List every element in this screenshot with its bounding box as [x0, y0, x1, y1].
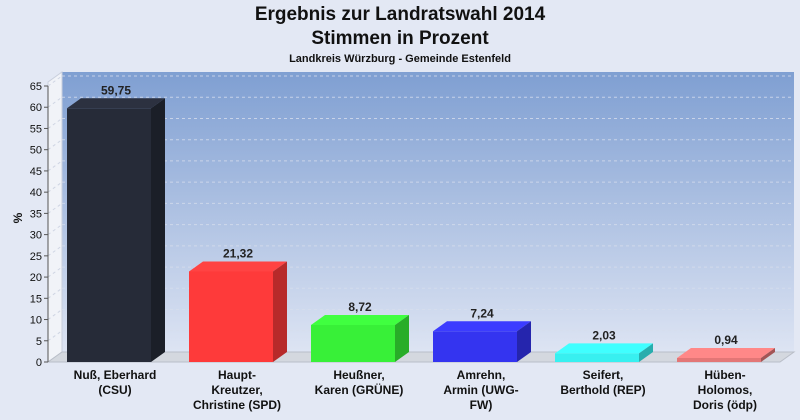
bar	[311, 314, 409, 362]
x-tick-label-line: Berthold (REP)	[560, 383, 646, 397]
y-tick-label: 5	[36, 336, 42, 348]
x-tick-label-line: FW)	[469, 398, 493, 412]
x-tick-label-line: Nuß, Eberhard	[73, 368, 157, 382]
bar	[433, 321, 531, 362]
x-tick-label: Haupt- Kreutzer, Christine (SPD)	[181, 368, 293, 413]
y-tick-label: 60	[30, 102, 42, 114]
x-tick-label-line: Kreutzer,	[211, 383, 263, 397]
x-tick-label-line: Christine (SPD)	[192, 398, 281, 412]
y-tick-label: 65	[30, 81, 42, 93]
y-tick-label: 10	[30, 315, 42, 327]
y-tick-label: 15	[30, 293, 42, 305]
chart-caption: Landkreis Würzburg - Gemeinde Estenfeld	[289, 53, 511, 65]
y-tick-label: 50	[30, 145, 42, 157]
gridlines	[47, 75, 794, 342]
value-label: 0,94	[714, 333, 738, 347]
x-tick-label: Amrehn, Armin (UWG- FW)	[425, 368, 537, 413]
x-tick-label: Heußner, Karen (GRÜNE)	[303, 368, 415, 398]
x-tick-label-line: (CSU)	[98, 383, 132, 397]
value-label: 59,75	[101, 83, 131, 97]
y-axis: 0 5 10 15 20 25 30 35 40 45 50 55 60 65	[30, 81, 49, 369]
value-labels: 59,75 21,32 8,72 7,24 2,03 0,94	[101, 83, 738, 347]
x-tick-label-line: Seifert,	[582, 368, 624, 382]
x-tick-label-line: Haupt-	[218, 368, 256, 382]
bar	[555, 343, 653, 362]
bar	[189, 261, 287, 362]
chart-title: Ergebnis zur Landratswahl 2014	[254, 4, 546, 25]
x-tick-label-line: Doris (ödp)	[693, 398, 757, 412]
value-label: 2,03	[592, 328, 616, 342]
value-label: 8,72	[348, 300, 372, 314]
y-tick-label: 55	[30, 123, 42, 135]
y-tick-label: 40	[30, 187, 42, 199]
y-tick-label: 45	[30, 166, 42, 178]
x-tick-label-line: Heußner,	[333, 368, 385, 382]
y-tick-label: 20	[30, 272, 42, 284]
bar	[677, 348, 775, 362]
x-tick-label-line: Holomos,	[697, 383, 753, 397]
x-tick-label-line: Karen (GRÜNE)	[314, 383, 404, 397]
x-tick-label: Seifert, Berthold (REP)	[547, 368, 659, 398]
y-tick-label: 35	[30, 208, 42, 220]
y-tick-label: 30	[30, 230, 42, 242]
value-label: 7,24	[470, 306, 494, 320]
bars	[67, 98, 775, 363]
y-tick-label: 0	[36, 357, 42, 369]
x-tick-label-line: Hüben-	[704, 368, 746, 382]
x-tick-label: Nuß, Eberhard (CSU)	[59, 368, 171, 398]
value-label: 21,32	[223, 246, 253, 260]
x-tick-label-line: Amrehn,	[456, 368, 506, 382]
bar	[67, 98, 165, 363]
x-tick-label-line: Armin (UWG-	[443, 383, 519, 397]
y-tick-label: 25	[30, 251, 42, 263]
chart-subtitle: Stimmen in Prozent	[311, 28, 489, 49]
y-axis-label: %	[11, 212, 25, 223]
x-tick-label: Hüben- Holomos, Doris (ödp)	[669, 368, 781, 413]
